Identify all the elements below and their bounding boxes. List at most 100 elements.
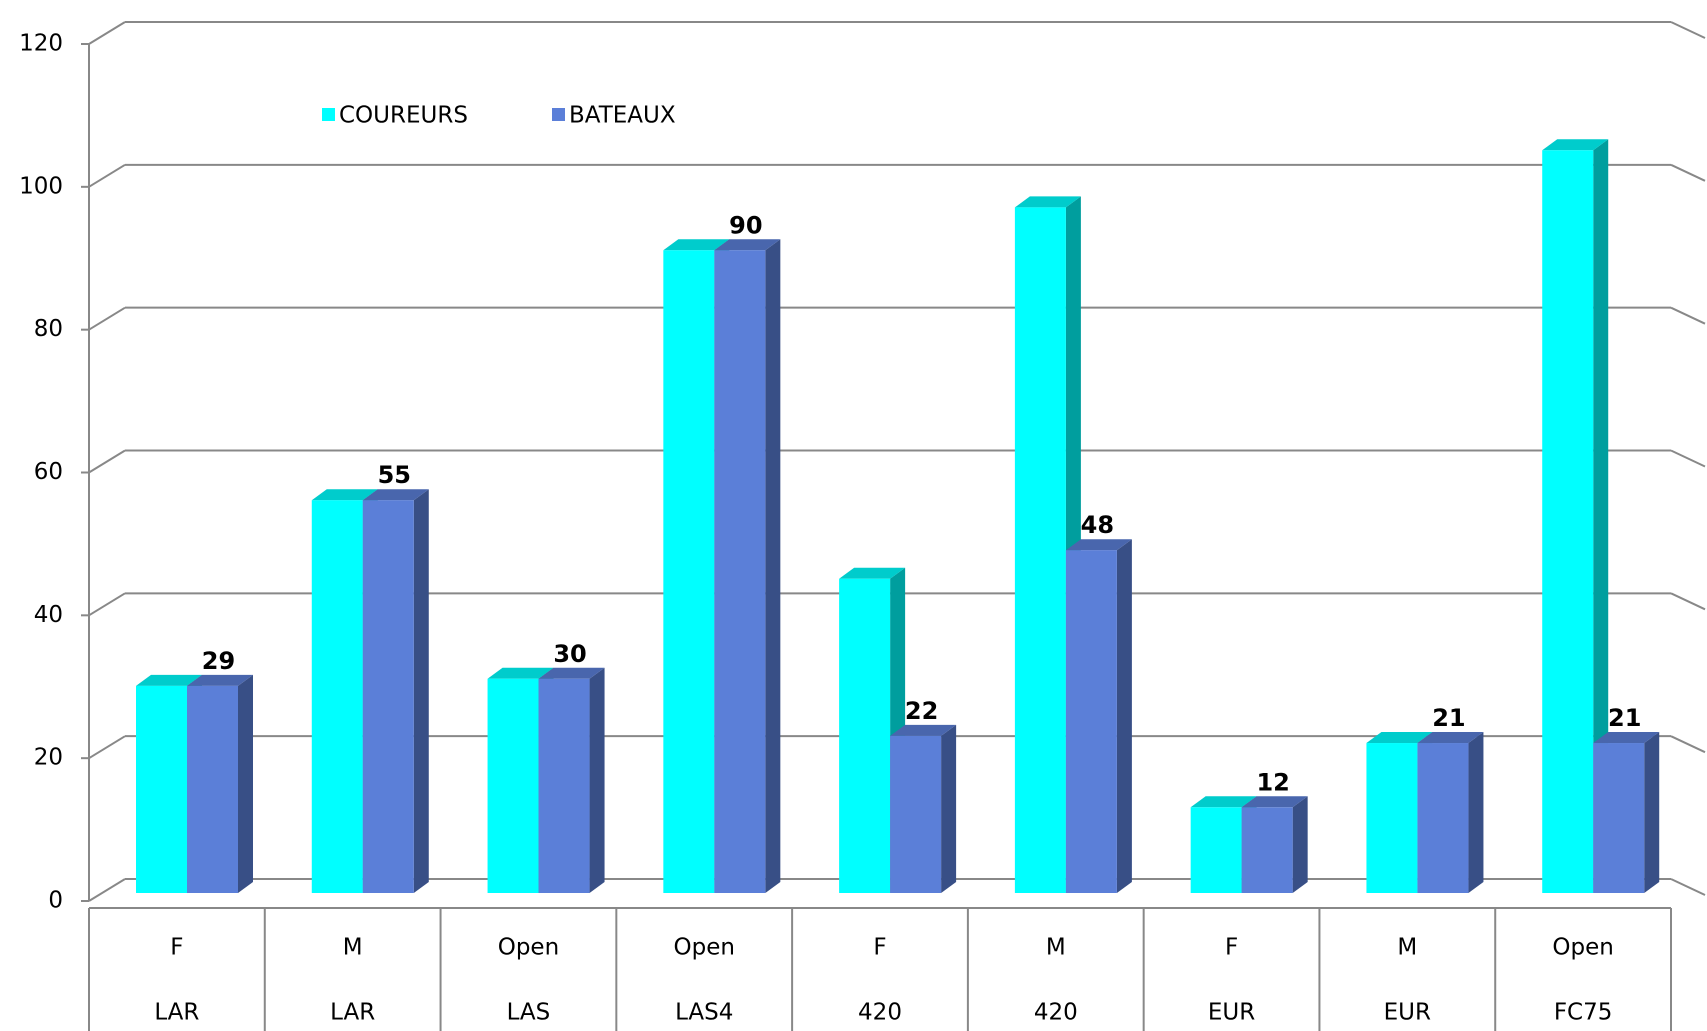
x-tick-label: Open [498, 935, 559, 961]
x-tick-label: LAR [154, 1000, 199, 1026]
legend-swatch [552, 108, 565, 121]
bar-side [589, 667, 605, 893]
grid-line [1670, 163, 1706, 182]
bar-top [362, 489, 429, 501]
bar [1366, 743, 1418, 893]
bar [487, 678, 539, 893]
bar [1417, 743, 1469, 893]
x-tick-label: LAS4 [675, 1000, 733, 1026]
bar [538, 678, 590, 893]
bar [839, 578, 891, 893]
bar-top [1241, 796, 1308, 808]
bar-top [1366, 732, 1433, 744]
bar-top [538, 667, 605, 679]
x-tick-label: Open [1552, 935, 1613, 961]
bar [1014, 207, 1066, 893]
x-tick-label: M [1046, 935, 1066, 961]
bar-top [1014, 196, 1081, 208]
grid-line [1670, 449, 1706, 468]
value-label: 22 [905, 697, 938, 725]
bar [890, 735, 942, 893]
grid-line [1670, 878, 1706, 896]
bar-side [413, 489, 429, 893]
bar [362, 500, 414, 893]
x-tick-label: M [1397, 935, 1417, 961]
bar [714, 250, 766, 893]
bar-top [1593, 732, 1660, 744]
y-tick-label: 100 [19, 173, 63, 199]
x-tick-label: F [170, 935, 183, 961]
bar [663, 250, 715, 893]
bar-top [714, 239, 781, 251]
bar-top [1065, 539, 1132, 551]
bar [136, 685, 187, 893]
bar [311, 500, 363, 893]
y-tick-label: 60 [34, 459, 63, 485]
x-tick-label: FC75 [1554, 1000, 1613, 1026]
value-label: 90 [729, 211, 762, 239]
bar-top [890, 724, 957, 736]
x-tick-label: 420 [858, 1000, 902, 1026]
x-tick-label: EUR [1384, 1000, 1431, 1026]
grid-line [88, 163, 126, 188]
bar-side [765, 239, 781, 893]
x-tick-label: LAS [507, 1000, 551, 1026]
legend-label: COUREURS [339, 103, 468, 129]
bar-side [941, 724, 957, 893]
x-tick-label: F [1225, 935, 1238, 961]
bar [187, 685, 238, 893]
bar-side [1593, 139, 1609, 893]
y-tick-label: 20 [34, 745, 63, 771]
grid-line [1670, 21, 1706, 39]
value-label: 30 [553, 640, 586, 668]
x-tick-label: Open [674, 935, 735, 961]
grid-line [88, 592, 126, 617]
grid-line [88, 306, 126, 331]
grid-line [1670, 735, 1706, 754]
x-tick-label: 420 [1034, 1000, 1078, 1026]
grid-line [88, 21, 126, 45]
grid-line [1670, 592, 1706, 611]
value-label: 21 [1432, 704, 1465, 732]
value-label: 55 [378, 461, 411, 489]
bar-top [1190, 796, 1257, 808]
bar-top [136, 674, 202, 686]
grid-line [88, 449, 126, 474]
bar-side [1468, 732, 1484, 893]
bar-side [238, 674, 253, 893]
legend-label: BATEAUX [569, 103, 676, 129]
bar-side [1292, 796, 1308, 893]
grid-line [88, 735, 126, 760]
x-tick-label: F [873, 935, 886, 961]
bar [1190, 807, 1242, 893]
bar-top [487, 667, 554, 679]
y-tick-label: 40 [34, 602, 63, 628]
bar-top [839, 567, 906, 579]
bar-top [663, 239, 730, 251]
value-label: 29 [202, 647, 235, 675]
value-label: 12 [1256, 768, 1289, 796]
bar-top [1542, 139, 1609, 151]
grid-line [88, 878, 126, 902]
y-tick-label: 80 [34, 316, 63, 342]
x-tick-label: M [343, 935, 363, 961]
value-label: 48 [1081, 511, 1114, 539]
bar [1241, 807, 1293, 893]
bar [1593, 743, 1645, 893]
bar-side [1644, 732, 1660, 893]
bar-top [1417, 732, 1484, 744]
grid-line [1670, 306, 1706, 325]
value-label: 21 [1608, 704, 1641, 732]
y-tick-label: 120 [19, 31, 63, 57]
x-tick-label: LAR [330, 1000, 375, 1026]
bar-top [187, 674, 253, 686]
legend-swatch [322, 108, 335, 121]
bar-side [1116, 539, 1132, 893]
bar [1542, 150, 1594, 893]
bar-top [311, 489, 378, 501]
x-tick-label: EUR [1208, 1000, 1255, 1026]
y-tick-label: 0 [48, 888, 63, 914]
bar [1065, 550, 1117, 893]
